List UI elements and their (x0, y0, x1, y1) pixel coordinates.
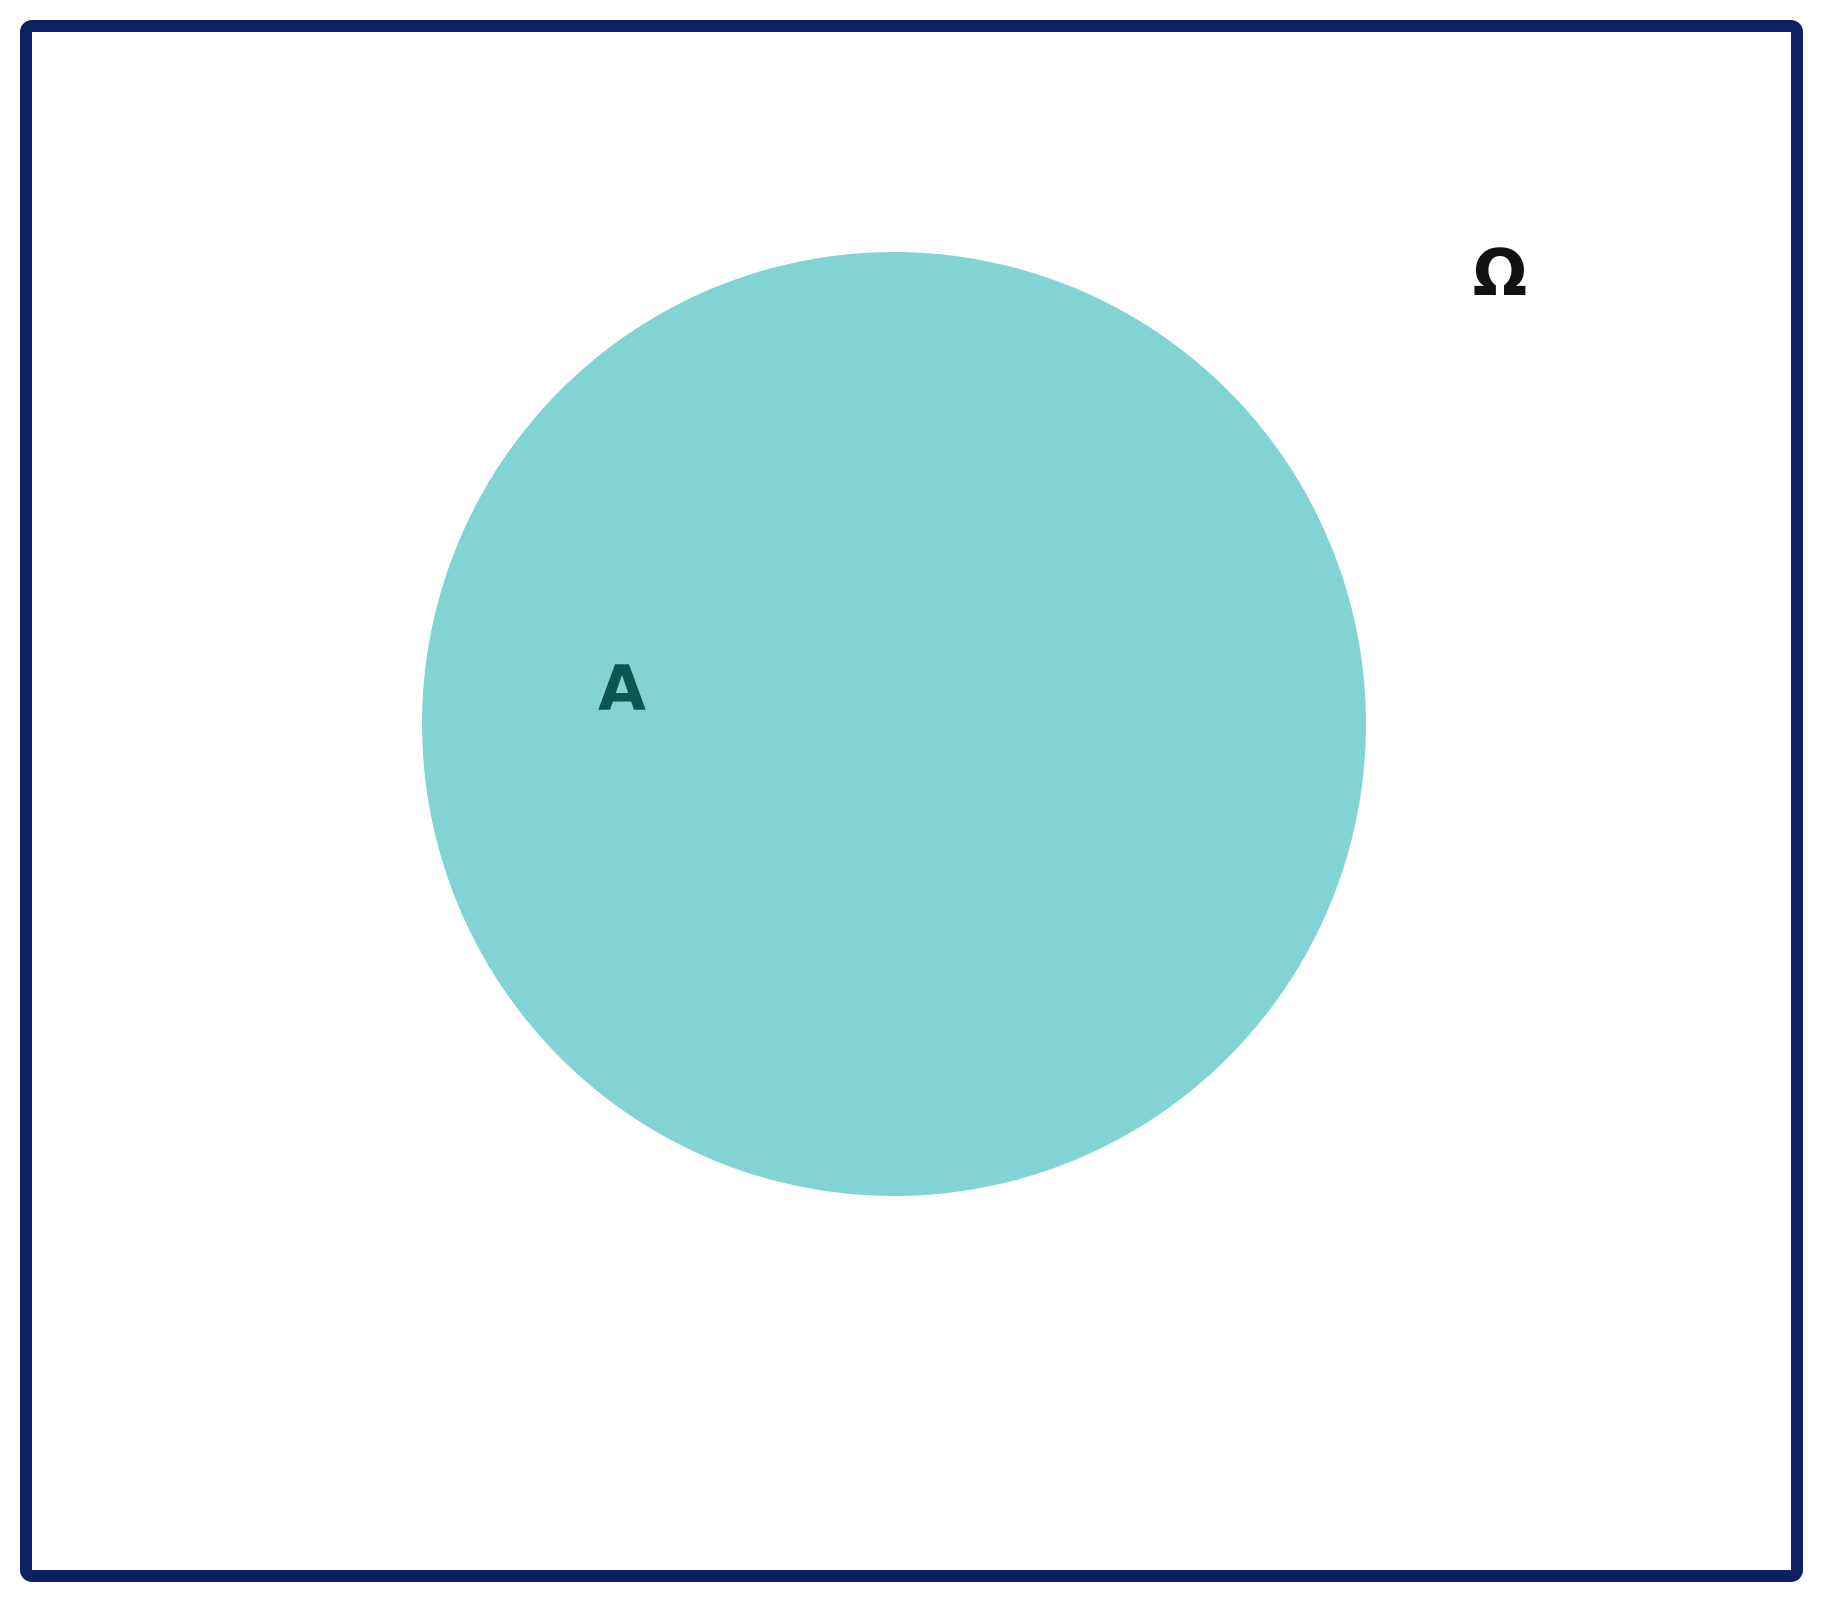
set-a-label: A (598, 652, 646, 725)
set-a-circle (422, 252, 1366, 1196)
universe-label: Ω (1473, 237, 1527, 311)
